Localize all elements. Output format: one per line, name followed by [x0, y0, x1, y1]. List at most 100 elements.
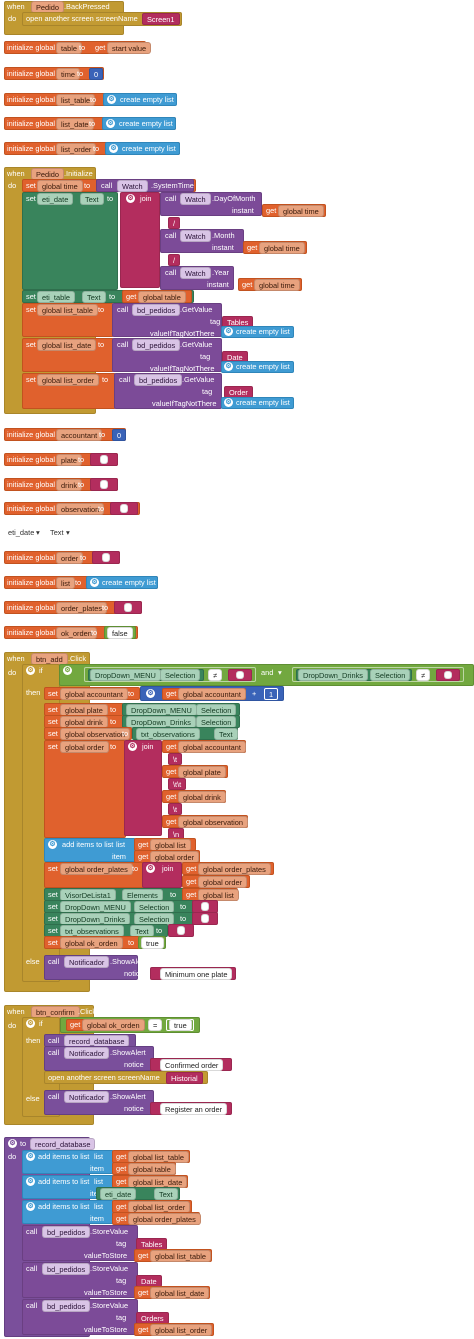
- create-empty-list[interactable]: [221, 326, 294, 338]
- text-value[interactable]: Confirmed order: [160, 1059, 224, 1071]
- loose-text-property[interactable]: Text: [50, 528, 64, 537]
- property-dropdown[interactable]: Selection: [370, 669, 411, 681]
- screen-text[interactable]: Screen1: [142, 13, 180, 25]
- true-value[interactable]: true: [141, 937, 164, 949]
- set-eti-date-text[interactable]: [22, 192, 118, 290]
- set-global-order[interactable]: [44, 740, 126, 838]
- property-dropdown[interactable]: Selection: [134, 913, 175, 925]
- create-empty-list[interactable]: [102, 117, 176, 130]
- property-dropdown[interactable]: Text: [154, 1188, 178, 1200]
- var-name-accountant[interactable]: accountant: [56, 429, 103, 441]
- var-dropdown[interactable]: global list_table: [150, 1250, 211, 1262]
- var-name-order-plates[interactable]: order_plates: [56, 602, 108, 614]
- create-empty-list[interactable]: [221, 361, 294, 373]
- var-dropdown[interactable]: global list: [198, 889, 239, 901]
- component-dropdown[interactable]: bd_pedidos: [132, 304, 181, 316]
- call-db-getvalue[interactable]: [112, 338, 222, 372]
- var-dropdown[interactable]: global list_order: [150, 1324, 213, 1336]
- text-tab[interactable]: \t\t: [168, 778, 187, 790]
- text-value[interactable]: [124, 603, 132, 612]
- component-dropdown[interactable]: Notificador: [64, 1091, 110, 1103]
- text-value[interactable]: Minimum one plate: [160, 968, 233, 980]
- true-value[interactable]: true: [169, 1019, 192, 1031]
- var-dropdown[interactable]: global plate: [178, 766, 226, 778]
- var-dropdown[interactable]: global list_order: [37, 374, 100, 386]
- var-dropdown[interactable]: global ok_orden: [82, 1019, 145, 1031]
- var-dropdown[interactable]: global observation: [60, 728, 130, 740]
- var-name-list-table[interactable]: list_table: [56, 94, 96, 106]
- var-name-plate[interactable]: plate: [56, 454, 83, 466]
- component-dropdown[interactable]: Watch: [180, 267, 211, 279]
- screen-text[interactable]: Historial: [166, 1072, 203, 1084]
- var-dropdown[interactable]: global observation: [178, 816, 248, 828]
- component-dropdown[interactable]: eti_date: [100, 1188, 137, 1200]
- component-dropdown[interactable]: DropDown_MENU: [90, 669, 161, 681]
- compare-operator[interactable]: ≠: [208, 669, 223, 681]
- text-value[interactable]: [100, 455, 108, 464]
- join-block[interactable]: [120, 192, 160, 288]
- text-slash[interactable]: /: [168, 217, 181, 229]
- property-dropdown[interactable]: Selection: [160, 669, 201, 681]
- var-dropdown[interactable]: global order: [60, 741, 110, 753]
- text-value[interactable]: [120, 504, 128, 513]
- var-dropdown[interactable]: global table: [138, 291, 186, 303]
- var-dropdown[interactable]: global order_plates: [128, 1213, 201, 1225]
- component-dropdown[interactable]: Watch: [117, 180, 148, 192]
- var-dropdown[interactable]: global list_date: [37, 339, 97, 351]
- component-dropdown[interactable]: btn_add: [31, 653, 68, 665]
- var-dropdown[interactable]: global time: [259, 242, 305, 254]
- component-dropdown[interactable]: Watch: [180, 193, 211, 205]
- create-empty-list[interactable]: [86, 576, 158, 589]
- number-0[interactable]: 0: [112, 429, 127, 441]
- false-value[interactable]: false: [107, 627, 133, 639]
- property-dropdown[interactable]: Text: [214, 728, 238, 740]
- compare-operator[interactable]: ≠: [416, 669, 431, 681]
- var-dropdown[interactable]: global time: [37, 180, 83, 192]
- text-value[interactable]: [236, 671, 244, 679]
- var-dropdown[interactable]: global order_plates: [60, 863, 133, 875]
- var-dropdown[interactable]: global accountant: [60, 688, 128, 700]
- component-dropdown[interactable]: bd_pedidos: [42, 1263, 91, 1275]
- component-dropdown[interactable]: bd_pedidos: [134, 374, 183, 386]
- var-name-list[interactable]: list: [56, 577, 76, 589]
- create-empty-list[interactable]: [221, 397, 294, 409]
- start-value[interactable]: start value: [107, 42, 152, 54]
- var-dropdown[interactable]: global accountant: [178, 741, 246, 753]
- join-block[interactable]: [124, 740, 162, 836]
- property-dropdown[interactable]: Text: [82, 291, 106, 303]
- var-name-time[interactable]: time: [56, 68, 80, 80]
- text-value[interactable]: [444, 671, 452, 679]
- create-empty-list[interactable]: [103, 93, 177, 106]
- procedure-name[interactable]: record_database: [30, 1138, 96, 1150]
- var-name-list-order[interactable]: list_order: [56, 143, 97, 155]
- component-dropdown[interactable]: DropDown_Drinks: [298, 669, 368, 681]
- var-name-drink[interactable]: drink: [56, 479, 83, 491]
- text-slash[interactable]: /: [168, 254, 181, 266]
- var-dropdown[interactable]: global drink: [178, 791, 226, 803]
- var-dropdown[interactable]: global time: [254, 279, 300, 291]
- var-dropdown[interactable]: global list_table: [37, 304, 98, 316]
- loose-eti-date[interactable]: eti_date: [8, 528, 35, 537]
- text-tab[interactable]: \t: [168, 803, 183, 815]
- var-dropdown[interactable]: global ok_orden: [60, 937, 123, 949]
- component-dropdown[interactable]: Notificador: [64, 956, 110, 968]
- var-name-order[interactable]: order: [56, 552, 84, 564]
- compare-operator[interactable]: =: [148, 1019, 163, 1031]
- number-1[interactable]: 1: [264, 688, 279, 700]
- var-name-list-date[interactable]: list_date: [56, 118, 94, 130]
- number-0[interactable]: 0: [89, 68, 104, 80]
- add-items-to-list[interactable]: [22, 1150, 114, 1174]
- var-dropdown[interactable]: global order: [198, 876, 248, 888]
- var-dropdown[interactable]: global list_date: [150, 1287, 210, 1299]
- component-dropdown[interactable]: txt_observations: [136, 728, 200, 740]
- add-items-to-list[interactable]: [22, 1200, 114, 1224]
- text-value[interactable]: [177, 926, 185, 935]
- call-watch-dayofmonth[interactable]: [160, 192, 262, 216]
- text-tab[interactable]: \t: [168, 753, 183, 765]
- procedure-dropdown[interactable]: record_database: [64, 1035, 130, 1047]
- var-name-observation[interactable]: observation: [56, 503, 105, 515]
- component-dropdown[interactable]: bd_pedidos: [42, 1300, 91, 1312]
- create-empty-list[interactable]: [105, 142, 180, 155]
- var-name-ok-orden[interactable]: ok_orden: [56, 627, 97, 639]
- component-dropdown[interactable]: bd_pedidos: [42, 1226, 91, 1238]
